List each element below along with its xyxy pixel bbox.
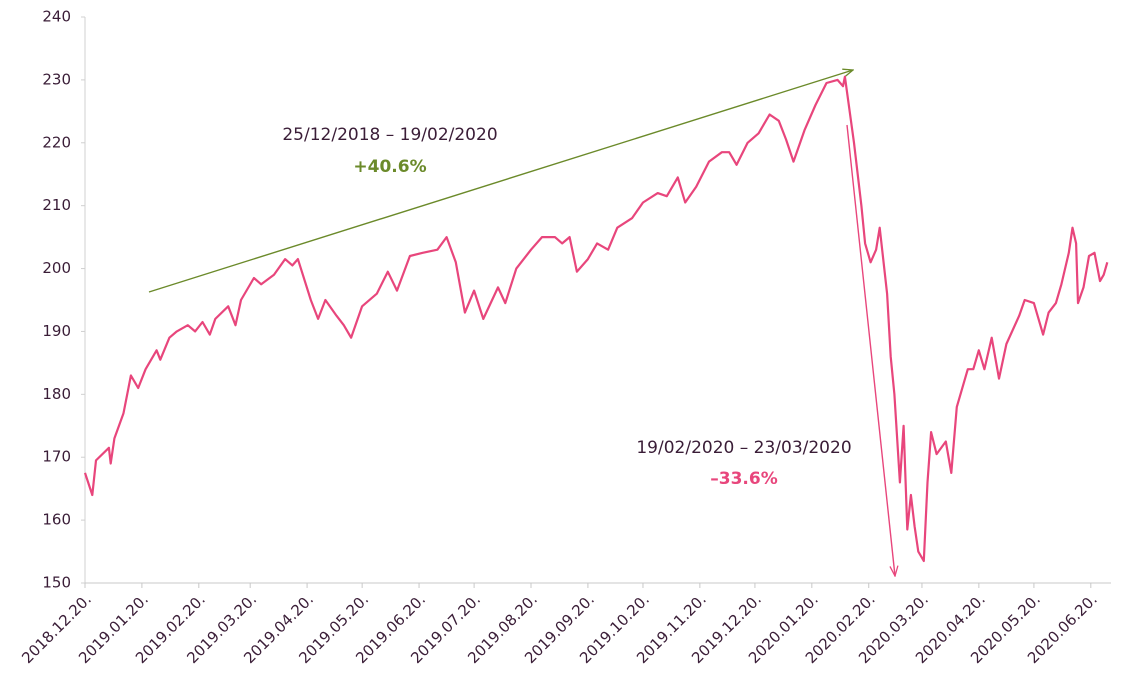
y-tick-label: 190 xyxy=(42,322,71,340)
y-tick-label: 150 xyxy=(42,574,71,592)
annotation: +40.6% xyxy=(353,157,426,177)
y-tick-label: 210 xyxy=(42,196,71,214)
annotation: 25/12/2018 – 19/02/2020 xyxy=(282,125,497,145)
price-line xyxy=(83,75,1109,563)
fall-arrow xyxy=(846,124,895,576)
y-tick-label: 180 xyxy=(42,385,71,403)
y-tick-label: 160 xyxy=(42,511,71,529)
y-tick-label: 200 xyxy=(42,259,71,277)
annotation: 19/02/2020 – 23/03/2020 xyxy=(636,438,851,458)
y-tick-label: 220 xyxy=(42,133,71,151)
rise-arrow xyxy=(148,70,853,293)
y-tick-label: 230 xyxy=(42,70,71,88)
annotation: –33.6% xyxy=(710,469,777,489)
y-tick-label: 240 xyxy=(42,8,71,26)
y-tick-label: 170 xyxy=(42,448,71,466)
